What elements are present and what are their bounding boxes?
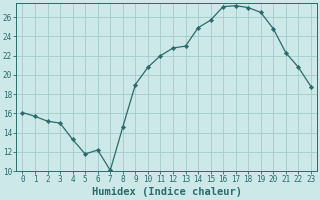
X-axis label: Humidex (Indice chaleur): Humidex (Indice chaleur) — [92, 187, 242, 197]
